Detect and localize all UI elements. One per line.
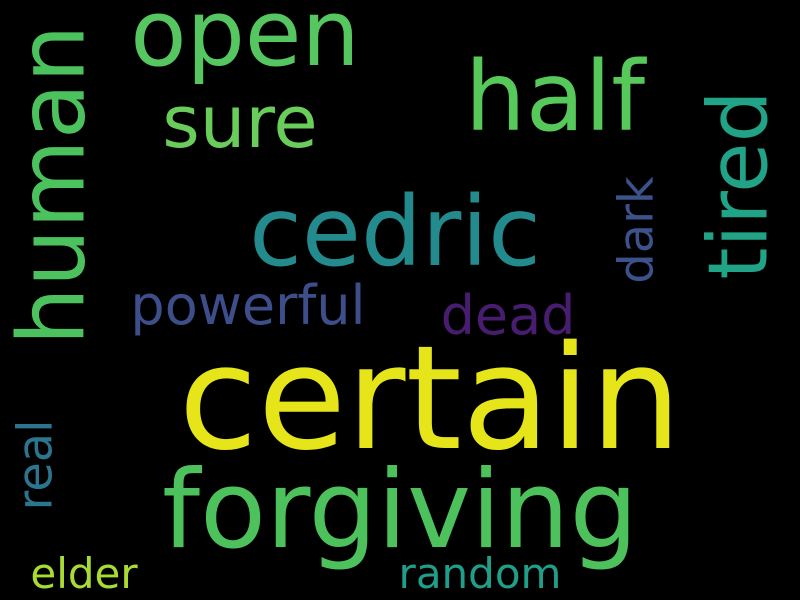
word-real: real bbox=[7, 419, 63, 511]
word-certain: certain bbox=[178, 314, 682, 482]
word-half: half bbox=[464, 41, 646, 153]
word-elder: elder bbox=[30, 549, 138, 598]
word-open: open bbox=[130, 0, 360, 87]
word-dead: dead bbox=[440, 284, 576, 347]
word-human: human bbox=[0, 24, 106, 346]
word-random: random bbox=[398, 549, 562, 598]
word-powerful: powerful bbox=[130, 274, 366, 337]
word-sure: sure bbox=[162, 80, 318, 164]
word-cedric: cedric bbox=[249, 176, 541, 288]
word-tired: tired bbox=[691, 90, 787, 280]
word-dark: dark bbox=[608, 176, 665, 284]
word-forgiving: forgiving bbox=[161, 448, 639, 573]
